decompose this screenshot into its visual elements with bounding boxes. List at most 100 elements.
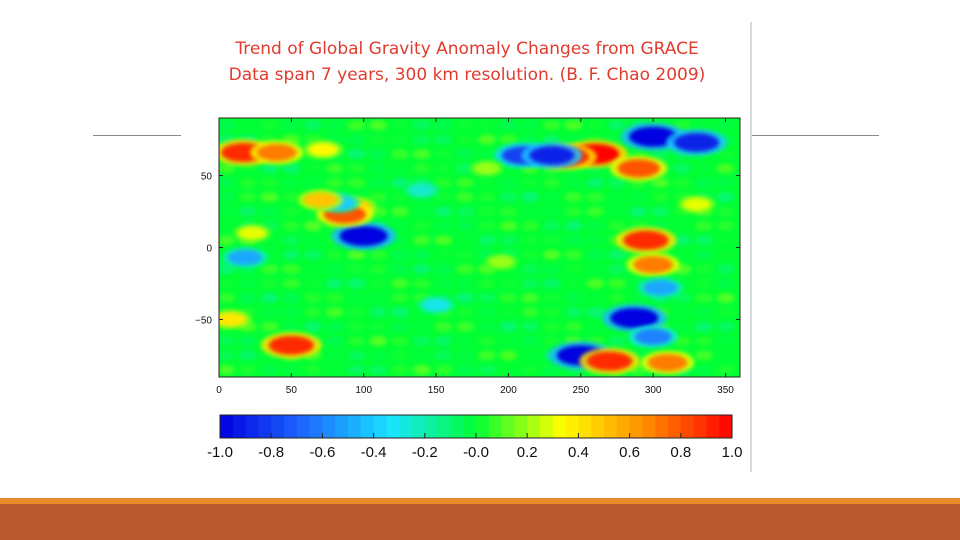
heatmap-cell bbox=[694, 321, 713, 332]
colorbar-swatch bbox=[360, 415, 375, 438]
heatmap-cell bbox=[499, 278, 518, 289]
heatmap-cell bbox=[304, 264, 323, 275]
heatmap-cell bbox=[456, 364, 475, 375]
heatmap-cell bbox=[673, 307, 692, 318]
heatmap-cell bbox=[369, 336, 388, 347]
heatmap-cell bbox=[564, 249, 583, 260]
heatmap-cell bbox=[260, 177, 279, 188]
heatmap-cell bbox=[542, 177, 561, 188]
heatmap-cell bbox=[282, 192, 301, 203]
heatmap-cell bbox=[499, 364, 518, 375]
heatmap-cell bbox=[521, 206, 540, 217]
anomaly-blob bbox=[617, 159, 660, 178]
heatmap-cell bbox=[586, 192, 605, 203]
heatmap-cell bbox=[651, 148, 670, 159]
heatmap-cell bbox=[499, 307, 518, 318]
heatmap-cell bbox=[499, 336, 518, 347]
heatmap-cell bbox=[521, 134, 540, 145]
heatmap-cell bbox=[219, 235, 236, 246]
heatmap-cell bbox=[542, 192, 561, 203]
heatmap-cell bbox=[282, 364, 301, 375]
heatmap-cell bbox=[456, 278, 475, 289]
heatmap-cell bbox=[629, 206, 648, 217]
heatmap-cell bbox=[412, 336, 431, 347]
heatmap-cell bbox=[542, 264, 561, 275]
heatmap-cell bbox=[477, 206, 496, 217]
heatmap-cell bbox=[694, 364, 713, 375]
heatmap-cell bbox=[412, 350, 431, 361]
heatmap-cell bbox=[282, 220, 301, 231]
heatmap-cell bbox=[369, 350, 388, 361]
heatmap-cell bbox=[521, 235, 540, 246]
heatmap-cell bbox=[521, 336, 540, 347]
heatmap-cell bbox=[673, 292, 692, 303]
heatmap-cell bbox=[586, 249, 605, 260]
colorbar-swatch bbox=[424, 415, 439, 438]
heatmap-cell bbox=[369, 148, 388, 159]
heatmap-cell bbox=[434, 350, 453, 361]
heatmap-cell bbox=[238, 120, 257, 131]
heatmap-cell bbox=[521, 177, 540, 188]
heatmap-cell bbox=[238, 206, 257, 217]
heatmap-cell bbox=[456, 120, 475, 131]
anomaly-blob bbox=[629, 126, 678, 147]
heatmap-cell bbox=[347, 163, 366, 174]
heatmap-cell bbox=[347, 336, 366, 347]
heatmap-cell bbox=[260, 206, 279, 217]
heatmap-cell bbox=[586, 321, 605, 332]
heatmap-cell bbox=[499, 177, 518, 188]
colorbar-swatch bbox=[629, 415, 643, 438]
colorbar-tick-label: -1.0 bbox=[207, 444, 233, 461]
heatmap-cell bbox=[282, 235, 301, 246]
colorbar-tick-label: -0.2 bbox=[412, 444, 438, 461]
heatmap-cell bbox=[694, 249, 713, 260]
heatmap-cell bbox=[586, 235, 605, 246]
heatmap-cell bbox=[564, 134, 583, 145]
colorbar-tick-label: 0.8 bbox=[670, 444, 691, 461]
heatmap-cell bbox=[586, 120, 605, 131]
heatmap-cell bbox=[651, 192, 670, 203]
heatmap-cell bbox=[369, 307, 388, 318]
heatmap-cell bbox=[477, 192, 496, 203]
heatmap-cell bbox=[694, 163, 713, 174]
heatmap-cell bbox=[260, 292, 279, 303]
heatmap-cell bbox=[521, 307, 540, 318]
heatmap-cell bbox=[390, 192, 409, 203]
heatmap-cell bbox=[434, 364, 453, 375]
heatmap-cell bbox=[369, 249, 388, 260]
heatmap-cell bbox=[369, 163, 388, 174]
heatmap-cell bbox=[542, 249, 561, 260]
heatmap-cell bbox=[434, 192, 453, 203]
heatmap-cell bbox=[390, 177, 409, 188]
heatmap-cell bbox=[542, 321, 561, 332]
heatmap-cell bbox=[542, 278, 561, 289]
heatmap-cell bbox=[219, 278, 236, 289]
heatmap-cell bbox=[499, 220, 518, 231]
heatmap-cell bbox=[607, 120, 626, 131]
heatmap-cell bbox=[434, 148, 453, 159]
heatmap-cell bbox=[542, 307, 561, 318]
colorbar-swatch bbox=[348, 415, 362, 438]
heatmap-cell bbox=[390, 292, 409, 303]
colorbar-swatch bbox=[655, 415, 669, 438]
heatmap-cell bbox=[325, 292, 344, 303]
heatmap-cell bbox=[325, 364, 344, 375]
heatmap-cell bbox=[456, 220, 475, 231]
heatmap-cell bbox=[390, 134, 409, 145]
heatmap-cell bbox=[456, 177, 475, 188]
colorbar-swatch bbox=[693, 415, 707, 438]
anomaly-blob bbox=[610, 308, 659, 329]
heatmap-cell bbox=[325, 249, 344, 260]
heatmap-cell bbox=[607, 264, 626, 275]
heatmap-cell bbox=[304, 163, 323, 174]
heatmap-cell bbox=[456, 292, 475, 303]
heatmap-cell bbox=[477, 148, 496, 159]
heatmap-cell bbox=[434, 120, 453, 131]
heatmap-cell bbox=[412, 278, 431, 289]
colorbar-swatch bbox=[258, 415, 272, 438]
heatmap-cell bbox=[304, 307, 323, 318]
colorbar-swatch bbox=[386, 415, 400, 438]
colorbar-tick-label: -0.6 bbox=[309, 444, 335, 461]
heatmap-cell bbox=[347, 177, 366, 188]
heatmap-cell bbox=[219, 220, 236, 231]
